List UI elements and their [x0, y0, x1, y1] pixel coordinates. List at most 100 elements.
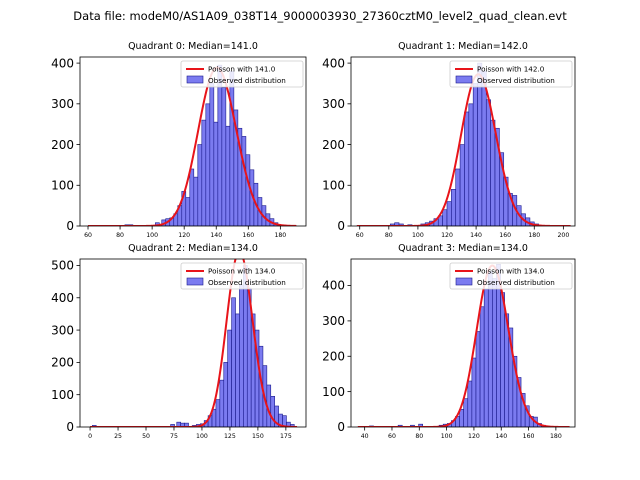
y-tick-label: 200: [322, 349, 345, 363]
y-tick-label: 0: [66, 219, 74, 233]
legend-label-observed: Observed distribution: [477, 278, 555, 287]
histogram-bar: [472, 83, 478, 226]
legend-box: [449, 262, 573, 290]
histogram-bar: [418, 423, 424, 427]
x-tick-label: 200: [557, 232, 569, 239]
histogram-bar: [481, 70, 487, 226]
axes-frame: [350, 258, 576, 428]
histogram-bar: [229, 70, 235, 226]
histogram-bar: [500, 292, 505, 427]
x-tick-label: 160: [499, 232, 511, 239]
x-tick-label: 120: [468, 433, 480, 440]
histogram-bar: [217, 64, 223, 226]
histogram-bar: [243, 265, 248, 427]
x-tick-label: 150: [252, 433, 264, 440]
x-tick-label: 100: [441, 433, 453, 440]
x-tick-label: 60: [388, 433, 396, 440]
histogram-bar: [468, 103, 474, 226]
panel-title: Quadrant 0: Median=141.0: [128, 41, 258, 52]
x-tick-label: 80: [116, 232, 124, 239]
histogram-bar: [487, 271, 493, 427]
quadrant-0-panel: Quadrant 0: Median=141.0 0 100 200 300 400 60 8…: [51, 41, 307, 239]
y-tick-label: 0: [66, 420, 74, 434]
histogram-bar: [189, 168, 195, 226]
histogram-bar: [492, 278, 497, 427]
histogram-bar: [205, 103, 211, 226]
legend: Poisson with 142.0 Observed distribution: [449, 60, 573, 88]
histogram-bar: [270, 396, 275, 427]
plot-area: [356, 62, 571, 226]
legend-label-observed: Observed distribution: [477, 76, 555, 85]
histogram-bar: [219, 379, 225, 427]
x-tick-label: 180: [550, 433, 562, 440]
x-tick-label: 140: [495, 433, 507, 440]
histogram-bar: [241, 136, 247, 226]
legend-label-poisson: Poisson with 142.0: [477, 65, 545, 74]
poisson-curve-line: [88, 66, 297, 226]
y-tick-label: 300: [322, 314, 345, 328]
histogram-bar: [239, 284, 244, 427]
histogram-bar: [459, 144, 465, 226]
y-tick-label: 100: [322, 178, 345, 192]
histogram-bar: [490, 119, 496, 226]
x-tick-label: 180: [528, 232, 540, 239]
y-tick-label: 300: [322, 97, 345, 111]
legend-bar-swatch: [455, 75, 473, 84]
x-tick-label: 120: [178, 232, 190, 239]
histogram-bar: [282, 415, 287, 427]
legend-label-poisson: Poisson with 141.0: [208, 65, 276, 74]
y-tick-label: 0: [337, 420, 345, 434]
legend-bar-swatch: [455, 277, 473, 286]
x-tick-label: 40: [361, 433, 369, 440]
histogram-bar: [221, 87, 227, 226]
plot-area: [90, 259, 298, 427]
x-tick-label: 60: [84, 232, 92, 239]
y-tick-label: 400: [51, 56, 74, 70]
histogram-bar: [245, 154, 251, 226]
quadrant-1-panel: Quadrant 1: Median=142.0 0 100 200 300 400 60 8…: [322, 41, 576, 239]
legend-box: [180, 262, 304, 290]
legend-label-poisson: Poisson with 134.0: [477, 267, 545, 276]
legend: Poisson with 141.0 Observed distribution: [180, 60, 304, 88]
histogram-bar: [475, 331, 481, 427]
histogram-bar: [215, 399, 221, 427]
x-tick-label: 100: [146, 232, 158, 239]
panel-title: Quadrant 2: Median=134.0: [128, 243, 258, 254]
y-tick-label: 500: [51, 259, 74, 273]
histogram-bar: [225, 125, 231, 226]
quadrant-3-panel: Quadrant 3: Median=134.0 0 100 200 300 400 40 6…: [322, 243, 576, 440]
histogram-bar: [442, 209, 448, 226]
histogram-bar: [193, 176, 199, 226]
histogram-bar: [197, 144, 203, 226]
x-tick-label: 125: [224, 433, 236, 440]
panel-title: Quadrant 3: Median=134.0: [398, 243, 528, 254]
histogram-bar: [223, 362, 228, 427]
legend-box: [449, 60, 573, 88]
histogram-bar: [184, 422, 189, 427]
y-tick-label: 100: [322, 385, 345, 399]
histogram-bar: [455, 168, 461, 226]
figure-suptitle: Data file: modeM0/AS1A09_038T14_90000039…: [73, 9, 567, 23]
y-tick-label: 400: [51, 291, 74, 305]
y-tick-label: 100: [51, 388, 74, 402]
x-tick-label: 75: [170, 433, 178, 440]
legend-label-observed: Observed distribution: [208, 278, 286, 287]
legend-label-observed: Observed distribution: [208, 76, 286, 85]
axes-frame: [79, 56, 307, 227]
histogram-bar: [464, 111, 470, 226]
histogram-bar: [477, 62, 483, 226]
histogram-bar: [467, 380, 473, 427]
x-tick-label: 25: [114, 433, 122, 440]
x-tick-label: 80: [385, 232, 393, 239]
histogram-bar: [185, 197, 191, 226]
x-tick-label: 175: [280, 433, 292, 440]
histogram-bar: [471, 357, 477, 427]
poisson-curve-line: [357, 264, 570, 427]
x-tick-label: 140: [470, 232, 482, 239]
y-tick-label: 200: [322, 138, 345, 152]
panel-title: Quadrant 1: Median=142.0: [398, 41, 528, 52]
x-tick-label: 60: [356, 232, 364, 239]
legend-box: [180, 60, 304, 88]
axes-frame: [79, 258, 307, 428]
